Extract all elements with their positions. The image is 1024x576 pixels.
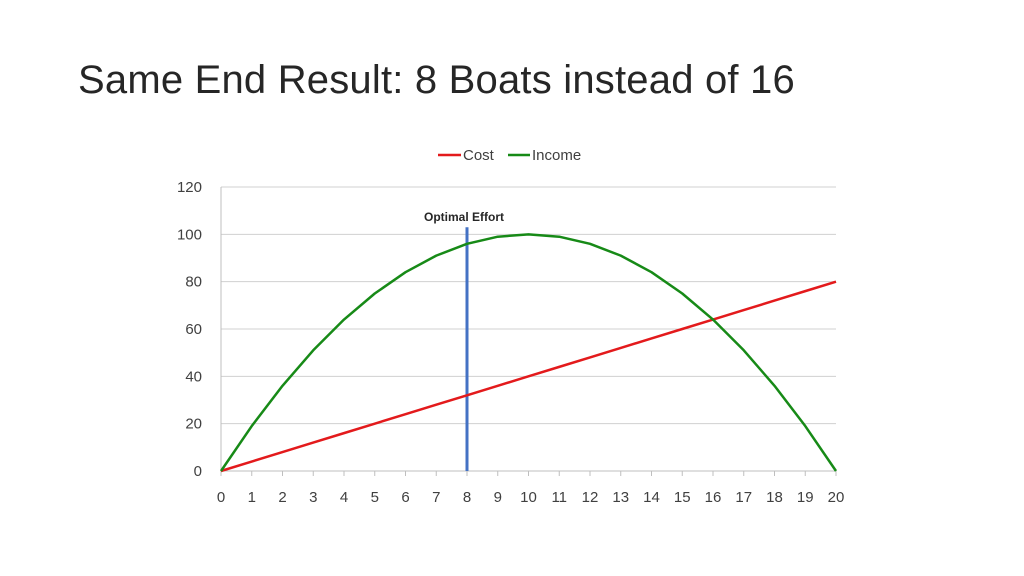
x-tick-label: 12 [582, 489, 599, 506]
series-line-income [219, 233, 838, 472]
x-tick-label: 0 [217, 489, 225, 506]
y-tick-label: 0 [194, 463, 202, 480]
x-tick-label: 9 [494, 489, 502, 506]
x-tick-label: 19 [797, 489, 814, 506]
y-tick-label: 120 [177, 179, 202, 196]
x-tick-label: 20 [828, 489, 845, 506]
y-axis-ticks: 0 20 40 60 80 100 120 [177, 179, 202, 480]
x-tick-label: 8 [463, 489, 471, 506]
y-tick-label: 100 [177, 226, 202, 243]
chart-gridlines [221, 186, 836, 425]
page-title: Same End Result: 8 Boats instead of 16 [78, 58, 795, 102]
x-tick-label: 5 [371, 489, 379, 506]
x-tick-label: 18 [766, 489, 783, 506]
x-tick-label: 2 [278, 489, 286, 506]
legend-label-cost: Cost [463, 147, 495, 164]
x-tick-label: 11 [551, 489, 567, 506]
y-tick-label: 80 [185, 274, 202, 291]
x-axis-ticks: 0 1 2 3 4 5 6 7 8 9 10 11 12 13 14 15 16 17 18 19 20 [217, 471, 845, 506]
x-tick-label: 1 [248, 489, 256, 506]
x-tick-label: 14 [643, 489, 660, 506]
x-tick-label: 15 [674, 489, 691, 506]
x-tick-label: 6 [401, 489, 409, 506]
y-tick-label: 40 [185, 368, 202, 385]
x-tick-label: 4 [340, 489, 348, 506]
x-tick-label: 3 [309, 489, 317, 506]
x-tick-label: 7 [432, 489, 440, 506]
x-tick-label: 10 [520, 489, 537, 506]
x-tick-label: 17 [735, 489, 752, 506]
optimal-effort-label: Optimal Effort [424, 210, 504, 224]
y-tick-label: 20 [185, 416, 202, 433]
legend-label-income: Income [532, 147, 581, 164]
x-tick-label: 16 [705, 489, 722, 506]
chart-legend: Cost Income [438, 147, 581, 164]
x-tick-label: 13 [612, 489, 629, 506]
chart-annotations: Optimal Effort [424, 210, 504, 471]
y-tick-label: 60 [185, 321, 202, 338]
chart-series [219, 233, 838, 473]
